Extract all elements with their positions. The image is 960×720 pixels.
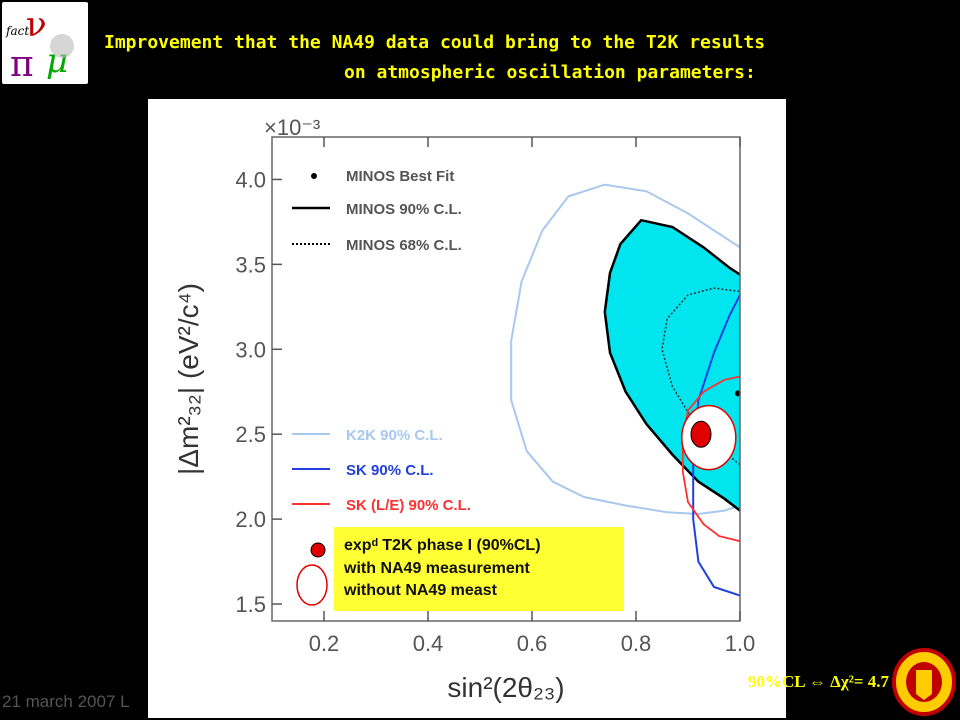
svg-text:π: π	[10, 44, 34, 84]
logo-text: fact	[6, 24, 30, 38]
y-tick-label: 2.5	[235, 422, 266, 447]
legend-label: SK 90% C.L.	[346, 462, 434, 479]
t2k-legend-ellipse	[296, 564, 328, 606]
logo-graphic: ν π μ	[10, 5, 74, 85]
university-seal	[892, 648, 956, 716]
y-axis-title: |Δm²₃₂| (eV²/c⁴)	[173, 283, 204, 475]
minos-90-contour	[603, 218, 740, 512]
contour-chart: 0.2 0.4 0.6 0.8 1.0 1.5 2.0 2.5 3.0 3.5 4.0 ×10⁻³ si…	[173, 115, 756, 703]
x-tick-label: 0.6	[517, 631, 548, 656]
t2k-legend-label: with NA49 measurement	[343, 560, 531, 577]
y-tick-label: 2.0	[235, 507, 266, 532]
title-line-1: Improvement that the NA49 data could bri…	[104, 32, 766, 53]
y-tick-label: 1.5	[235, 592, 266, 617]
legend-label: MINOS 90% C.L.	[346, 201, 462, 218]
legend-label: MINOS 68% C.L.	[346, 237, 462, 254]
axis-exponent-label: ×10⁻³	[264, 115, 320, 140]
plot-frame	[271, 136, 741, 622]
legend-label: K2K 90% C.L.	[346, 427, 443, 444]
t2k-legend-label: without NA49 meast	[343, 582, 498, 599]
plot-panel: 0.2 0.4 0.6 0.8 1.0 1.5 2.0 2.5 3.0 3.5 4.0 ×10⁻³ si…	[148, 99, 786, 718]
t2k-legend-label: expᵈ T2K phase I (90%CL)	[344, 537, 541, 554]
t2k-legend-dot	[310, 542, 326, 558]
x-tick-label: 0.4	[413, 631, 444, 656]
cl-note: 90%CL ⇔ Δχ²= 4.7	[748, 672, 889, 691]
x-axis-title: sin²(2θ₂₃)	[447, 672, 564, 703]
x-tick-label: 0.2	[309, 631, 340, 656]
svg-text:ν: ν	[26, 5, 47, 45]
t2k-with-na49-dot	[690, 420, 712, 448]
legend-swatch-dot	[311, 173, 317, 179]
conference-logo: fact ν π μ	[2, 2, 88, 85]
y-tick-label: 3.0	[235, 337, 266, 362]
legend-label: SK (L/E) 90% C.L.	[346, 497, 471, 514]
sk-le-contour	[681, 375, 740, 543]
x-tick-label: 1.0	[725, 631, 756, 656]
t2k-legend-box	[334, 527, 624, 611]
footer-date: 21 march 2007 L	[2, 692, 130, 711]
legend-label: MINOS Best Fit	[346, 168, 454, 185]
k2k-contour	[510, 183, 740, 516]
x-tick-label: 0.8	[621, 631, 652, 656]
seal-graphic	[892, 648, 956, 716]
y-tick-label: 3.5	[235, 252, 266, 277]
slide-title: Improvement that the NA49 data could bri…	[104, 28, 904, 88]
title-line-2: on atmospheric oscillation parameters:	[344, 62, 756, 83]
y-tick-label: 4.0	[235, 167, 266, 192]
